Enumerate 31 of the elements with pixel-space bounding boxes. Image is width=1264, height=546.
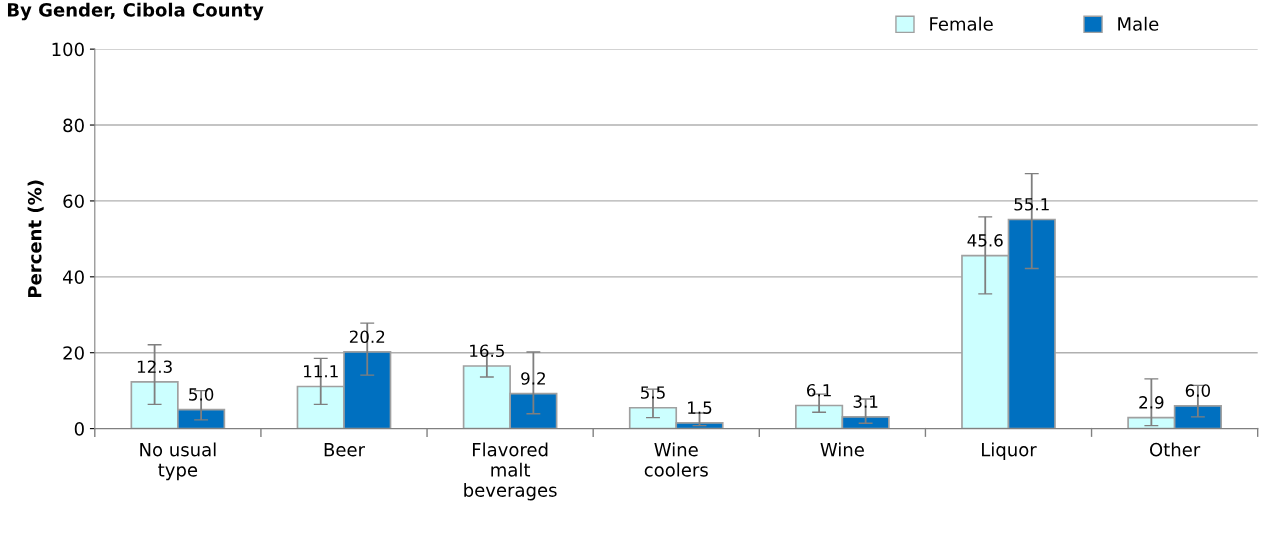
data-label: 9.2 <box>521 372 545 385</box>
legend-label: Male <box>1118 16 1159 31</box>
chart-title: By Gender, Cibola County <box>7 2 264 21</box>
y-tick-label: 60 <box>63 194 84 209</box>
y-tick-label: 20 <box>63 346 84 360</box>
x-tick-label: No usual type <box>140 442 216 481</box>
data-label: 6.1 <box>807 383 831 397</box>
data-label: 1.5 <box>688 401 712 414</box>
y-tick-label: 40 <box>62 270 84 284</box>
data-label: 55.1 <box>1014 198 1049 211</box>
data-label: 5.5 <box>641 386 665 399</box>
data-label: 11.1 <box>304 365 338 378</box>
x-tick-label: Liquor <box>982 442 1037 460</box>
x-tick-label: Beer <box>324 443 365 457</box>
legend-label: Female <box>930 16 993 31</box>
data-label: 3.1 <box>853 395 878 408</box>
data-label: 12.3 <box>137 360 172 374</box>
x-tick-label: Wine coolers <box>644 442 708 477</box>
y-tick-label: 80 <box>63 118 84 133</box>
x-tick-label: Wine <box>820 442 864 457</box>
y-tick-label: 0 <box>74 422 84 436</box>
data-label: 5.0 <box>189 388 214 401</box>
x-tick-label: Other <box>1150 442 1201 457</box>
data-label: 20.2 <box>349 330 385 344</box>
data-label: 16.5 <box>470 344 504 358</box>
data-label: 2.9 <box>1139 396 1164 409</box>
data-label: 45.6 <box>967 234 1003 247</box>
data-label: 6.0 <box>1185 384 1211 397</box>
x-tick-label: Flavored malt beverages <box>464 442 557 501</box>
y-tick-label: 100 <box>52 42 84 57</box>
y-axis-title: Percent (%) <box>27 180 44 298</box>
